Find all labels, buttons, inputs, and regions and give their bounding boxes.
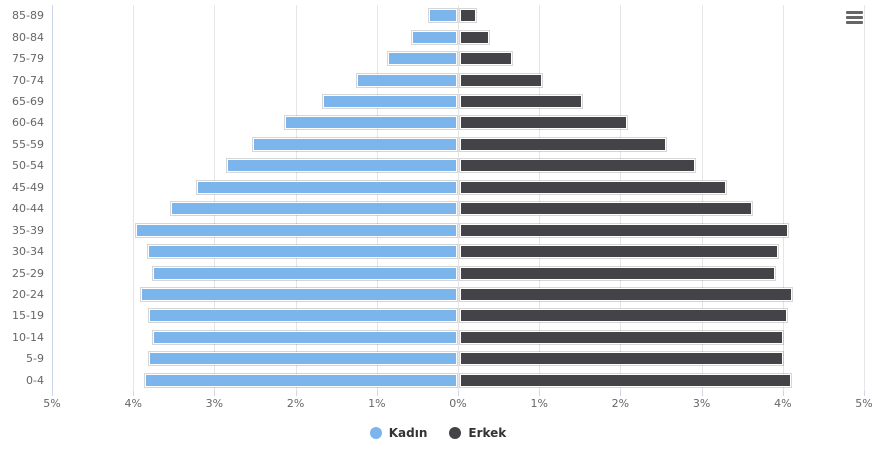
bar-kadin[interactable]: [388, 52, 457, 66]
legend-marker-kadin: [369, 427, 382, 439]
value-axis-label: 1%: [368, 397, 386, 410]
axis-tick: [133, 391, 135, 396]
bar-kadin[interactable]: [411, 30, 457, 44]
axis-tick: [539, 391, 541, 396]
bar-kadin[interactable]: [226, 159, 457, 173]
category-label: 5-9: [26, 352, 44, 366]
bar-erkek[interactable]: [460, 330, 783, 344]
bar-kadin[interactable]: [149, 352, 457, 366]
category-label: 35-39: [12, 223, 44, 237]
bar-erkek[interactable]: [460, 9, 476, 23]
bar-kadin[interactable]: [141, 288, 457, 301]
value-gridline: [782, 5, 784, 391]
value-gridline: [701, 5, 703, 391]
bar-kadin[interactable]: [152, 266, 457, 280]
legend-label-erkek: Erkek: [468, 426, 507, 440]
bar-kadin[interactable]: [136, 223, 457, 237]
category-label: 40-44: [12, 202, 44, 216]
value-axis-label: 3%: [692, 397, 711, 410]
hamburger-bar: [846, 11, 863, 14]
category-label: 80-84: [12, 30, 44, 44]
bar-erkek[interactable]: [460, 116, 627, 130]
bar-kadin[interactable]: [428, 9, 457, 23]
category-label: 85-89: [12, 9, 44, 23]
category-label: 60-64: [12, 116, 44, 130]
bar-erkek[interactable]: [460, 73, 542, 87]
axis-tick: [458, 391, 459, 396]
bar-erkek[interactable]: [460, 180, 726, 194]
bar-erkek[interactable]: [460, 373, 791, 387]
hamburger-bar: [846, 16, 863, 19]
bar-erkek[interactable]: [460, 245, 778, 259]
bar-erkek[interactable]: [460, 352, 783, 366]
axis-tick: [52, 391, 53, 396]
value-gridline: [620, 5, 622, 391]
value-axis-label: 4%: [124, 397, 142, 410]
value-axis-label: 2%: [286, 397, 305, 410]
legend-label-kadin: Kadın: [388, 426, 428, 440]
axis-tick: [620, 391, 622, 396]
category-label: 20-24: [12, 287, 44, 301]
category-label: 70-74: [12, 73, 44, 87]
legend: Kadın Erkek: [0, 426, 876, 440]
bar-erkek[interactable]: [460, 309, 787, 323]
category-label: 30-34: [12, 245, 44, 259]
value-gridline: [295, 5, 297, 391]
bar-kadin[interactable]: [356, 73, 457, 87]
axis-tick: [214, 391, 216, 396]
category-label: 25-29: [12, 266, 44, 280]
axis-tick: [376, 391, 378, 396]
bar-erkek[interactable]: [460, 159, 696, 173]
category-label: 15-19: [12, 309, 44, 323]
category-label: 75-79: [12, 52, 44, 66]
value-gridline: [458, 5, 459, 391]
bar-erkek[interactable]: [460, 52, 512, 66]
legend-marker-erkek: [449, 427, 462, 439]
legend-item-erkek[interactable]: Erkek: [449, 426, 506, 440]
axis-tick: [295, 391, 297, 396]
hamburger-bar: [846, 21, 863, 24]
bar-kadin[interactable]: [252, 137, 457, 151]
value-axis-label: 0%: [449, 397, 467, 410]
bar-kadin[interactable]: [149, 309, 457, 323]
axis-tick: [782, 391, 784, 396]
bar-erkek[interactable]: [460, 30, 489, 44]
bar-erkek[interactable]: [460, 266, 776, 280]
bar-erkek[interactable]: [460, 288, 792, 301]
bar-erkek[interactable]: [460, 95, 583, 108]
bar-kadin[interactable]: [285, 116, 457, 130]
category-label: 10-14: [12, 330, 44, 344]
bar-kadin[interactable]: [196, 180, 457, 194]
value-gridline: [864, 5, 865, 391]
value-gridline: [214, 5, 216, 391]
axis-tick: [864, 391, 865, 396]
value-axis-label: 3%: [205, 397, 224, 410]
bar-kadin[interactable]: [323, 95, 457, 108]
legend-item-kadin[interactable]: Kadın: [369, 426, 428, 440]
value-axis-label: 1%: [530, 397, 548, 410]
value-axis-label: 5%: [43, 397, 61, 410]
bar-erkek[interactable]: [460, 137, 666, 151]
bar-kadin[interactable]: [152, 330, 457, 344]
bar-kadin[interactable]: [145, 373, 457, 387]
value-gridline: [376, 5, 378, 391]
category-label: 65-69: [12, 94, 44, 108]
bar-erkek[interactable]: [460, 202, 752, 216]
category-label: 50-54: [12, 159, 44, 173]
category-label: 45-49: [12, 180, 44, 194]
value-gridline: [539, 5, 541, 391]
value-axis-label: 4%: [774, 397, 792, 410]
value-gridline: [133, 5, 135, 391]
category-label: 0-4: [26, 373, 44, 387]
category-axis-line: [52, 5, 53, 391]
bar-kadin[interactable]: [170, 202, 457, 216]
category-label: 55-59: [12, 137, 44, 151]
hamburger-menu-icon[interactable]: [844, 9, 865, 26]
bar-erkek[interactable]: [460, 223, 788, 237]
bar-kadin[interactable]: [147, 245, 457, 259]
value-axis-label: 5%: [855, 397, 873, 410]
value-axis-label: 2%: [611, 397, 630, 410]
axis-tick: [701, 391, 703, 396]
